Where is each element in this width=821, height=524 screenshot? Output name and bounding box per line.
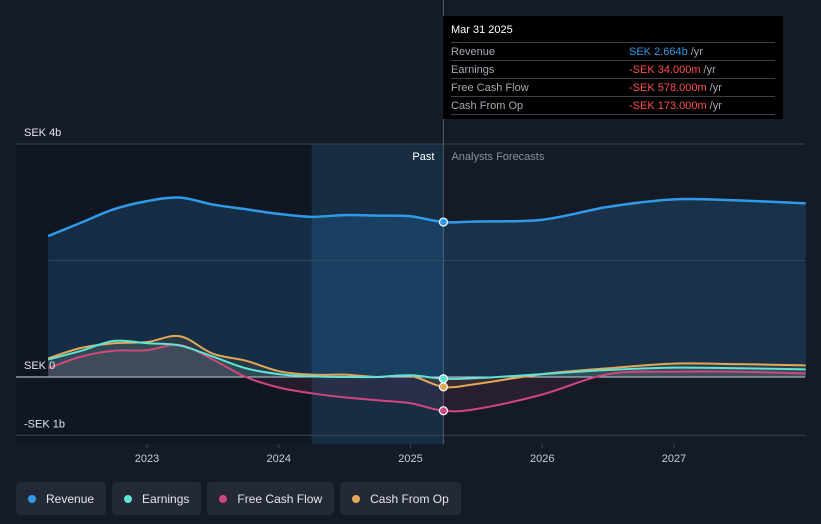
y-tick-label: SEK 0 <box>24 360 55 372</box>
tooltip-label: Cash From Op <box>451 99 524 112</box>
line-earnings <box>47 339 806 380</box>
legend-item-revenue[interactable]: Revenue <box>16 482 107 515</box>
x-tick-label: 2023 <box>135 453 159 465</box>
tooltip-row-free-cash-flow: Free Cash Flow -SEK 578.000m /yr <box>451 78 775 96</box>
legend-dot-icon <box>219 494 228 503</box>
past-label: Past <box>412 151 434 163</box>
tooltip-unit: /yr <box>690 45 703 58</box>
x-tick-label: 2027 <box>662 453 686 465</box>
tooltip-row-earnings: Earnings -SEK 34.000m /yr <box>451 60 775 78</box>
past-shade-band <box>16 144 312 444</box>
legend-dot-icon <box>28 494 36 503</box>
forecast-label: Analysts Forecasts <box>451 151 544 163</box>
marker-revenue <box>438 217 449 227</box>
tooltip-value: -SEK 34.000m <box>629 63 701 76</box>
legend-label: Cash From Op <box>370 491 449 506</box>
tooltip-unit: /yr <box>709 99 722 112</box>
legend-item-cash-from-op[interactable]: Cash From Op <box>340 482 461 515</box>
area-earnings <box>48 340 806 379</box>
line-revenue <box>47 196 806 238</box>
tooltip-value: -SEK 578.000m <box>629 81 707 94</box>
x-tick-label: 2026 <box>530 453 554 465</box>
tooltip-unit: /yr <box>703 63 716 76</box>
area-revenue <box>48 197 806 377</box>
legend-dot-icon <box>352 494 361 503</box>
legend-item-earnings[interactable]: Earnings <box>112 482 202 515</box>
marker-free-cash-flow <box>438 406 449 416</box>
tooltip-value: -SEK 173.000m <box>629 99 707 112</box>
tooltip-label: Free Cash Flow <box>451 81 529 94</box>
legend-label: Free Cash Flow <box>237 491 323 506</box>
tooltip-unit: /yr <box>709 81 722 94</box>
tooltip-label: Revenue <box>451 45 496 58</box>
line-cash-from-op <box>47 334 806 389</box>
recent-period-band <box>311 144 444 444</box>
marker-cash-from-op <box>438 382 449 392</box>
legend-item-free-cash-flow[interactable]: Free Cash Flow <box>207 482 335 515</box>
tooltip-date: Mar 31 2025 <box>451 24 513 36</box>
tooltip-label: Earnings <box>451 63 495 76</box>
area-cash-from-op <box>48 335 806 388</box>
data-tooltip: Mar 31 2025 Revenue SEK 2.664b /yr Earni… <box>443 16 783 119</box>
x-tick-label: 2024 <box>267 453 291 465</box>
legend-label: Revenue <box>46 491 95 506</box>
line-free-cash-flow <box>47 343 806 413</box>
area-free-cash-flow <box>48 344 806 412</box>
y-tick-label: -SEK 1b <box>24 418 65 430</box>
tooltip-value: SEK 2.664b <box>629 45 688 58</box>
legend-label: Earnings <box>142 491 190 506</box>
y-tick-label: SEK 4b <box>24 127 61 139</box>
x-tick-label: 2025 <box>398 453 422 465</box>
tooltip-row-cash-from-op: Cash From Op -SEK 173.000m /yr <box>451 96 775 115</box>
chart-legend: Revenue Earnings Free Cash Flow Cash Fro… <box>16 482 461 515</box>
tooltip-row-revenue: Revenue SEK 2.664b /yr <box>451 42 775 60</box>
legend-dot-icon <box>124 494 133 503</box>
marker-earnings <box>438 374 449 384</box>
